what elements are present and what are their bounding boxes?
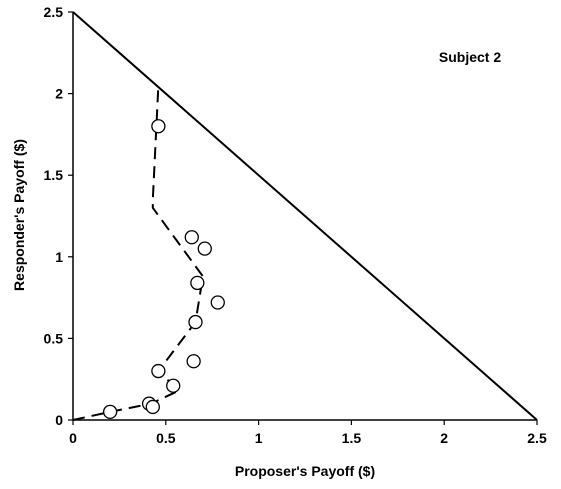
x-tick-label: 1.5 bbox=[342, 430, 362, 446]
data-point-circle bbox=[102, 404, 118, 419]
y-tick-label: 0 bbox=[55, 412, 63, 428]
data-point-circle bbox=[151, 363, 166, 379]
y-tick-label: 1 bbox=[55, 249, 63, 265]
x-axis-label: Proposer's Payoff ($) bbox=[235, 463, 375, 479]
y-tick-label: 2.5 bbox=[44, 4, 64, 20]
data-point-circle bbox=[184, 230, 199, 245]
y-tick-label: 1.5 bbox=[44, 167, 64, 183]
data-point-circle bbox=[210, 295, 225, 310]
x-tick-label: 0.5 bbox=[156, 430, 176, 446]
data-point-circle bbox=[166, 378, 181, 393]
y-tick-label: 2 bbox=[55, 86, 63, 102]
x-tick-label: 2.5 bbox=[527, 430, 547, 446]
data-point-circle bbox=[145, 399, 160, 415]
data-point-circle bbox=[186, 354, 201, 369]
y-tick-label: 0.5 bbox=[44, 330, 64, 346]
data-point-circle bbox=[190, 275, 205, 291]
x-tick-label: 0 bbox=[69, 430, 77, 446]
chart-annotation: Subject 2 bbox=[439, 49, 501, 65]
budget-line bbox=[72, 11, 538, 421]
x-tick-label: 2 bbox=[440, 430, 448, 446]
dashed-demand-curve bbox=[72, 85, 204, 421]
x-tick-label: 1 bbox=[255, 430, 263, 446]
data-point-circle bbox=[151, 119, 166, 134]
tick-labels: 0 0.5 1 1.5 2 2.5 0 0.5 1 1.5 2 2.5 bbox=[44, 4, 547, 446]
y-axis-label: Responder's Payoff ($) bbox=[11, 139, 27, 291]
data-point-circle bbox=[188, 314, 203, 330]
plot-area bbox=[68, 11, 538, 425]
data-point-circle bbox=[197, 241, 212, 256]
